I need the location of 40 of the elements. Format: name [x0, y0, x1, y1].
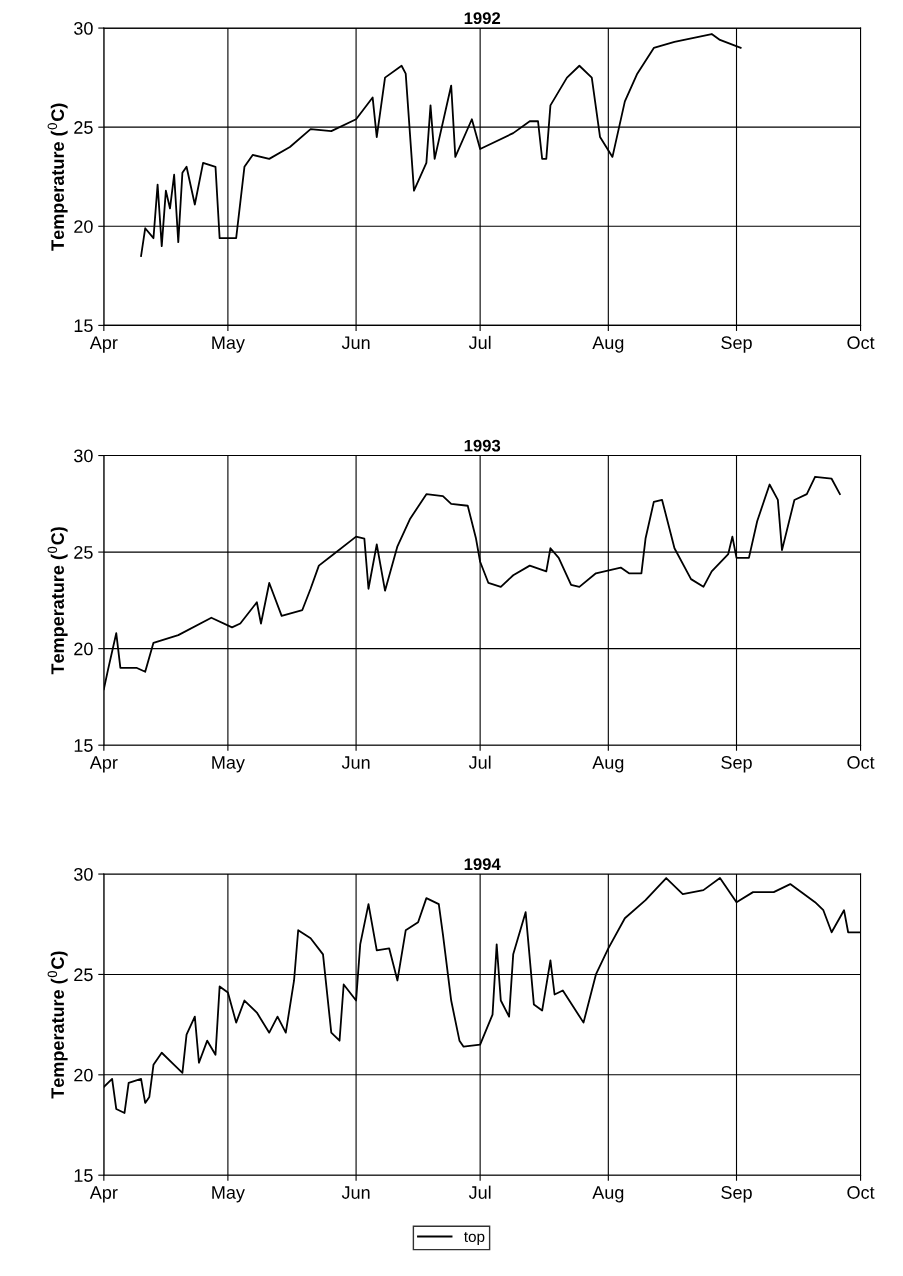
x-tick-label: Sep — [721, 336, 752, 353]
x-tick-label: Jun — [341, 1186, 370, 1199]
chart-title: 1992 — [464, 12, 501, 25]
y-tick-label: 20 — [74, 220, 93, 233]
x-tick-label: Jul — [468, 335, 491, 350]
y-tick-label: 15 — [74, 319, 93, 333]
y-tick-label: 15 — [74, 739, 93, 752]
x-tick-label: Oct — [847, 1186, 875, 1199]
x-tick-label: Apr — [89, 336, 118, 353]
x-tick-label: Apr — [89, 756, 118, 773]
x-tick-label: Aug — [592, 336, 624, 353]
x-tick-label: May — [212, 336, 245, 353]
y-tick-label: 25 — [74, 968, 93, 982]
y-axis-title: Temperature ($^{0}$C) — [47, 527, 68, 675]
x-tick-label: May — [212, 1186, 245, 1203]
chart-title: 1993 — [464, 439, 501, 452]
x-tick-label: Jun — [341, 336, 370, 350]
y-tick-label: 30 — [74, 449, 93, 463]
chart-title: 1994 — [464, 858, 501, 871]
y-tick-label: 15 — [74, 1169, 93, 1182]
x-tick-label: Jul — [468, 1185, 491, 1199]
x-tick-label: Jun — [341, 756, 370, 769]
x-tick-label: Oct — [847, 336, 875, 350]
x-tick-label: May — [212, 756, 245, 773]
y-tick-label: 20 — [74, 642, 93, 656]
y-axis-title: Temperature ($^{0}$C) — [47, 103, 68, 251]
x-tick-label: Apr — [89, 1186, 118, 1203]
y-axis-title: Temperature ($^{0}$C) — [47, 951, 68, 1099]
x-tick-label: Sep — [721, 756, 752, 773]
legend-label: top — [464, 1232, 485, 1246]
x-tick-label: Sep — [721, 1186, 752, 1203]
y-tick-label: 20 — [74, 1068, 93, 1082]
y-tick-label: 30 — [74, 867, 93, 881]
x-tick-label: Aug — [592, 1186, 624, 1203]
x-tick-label: Jul — [468, 755, 491, 769]
y-tick-label: 25 — [74, 546, 93, 559]
y-tick-label: 30 — [74, 22, 93, 35]
x-tick-label: Oct — [847, 756, 875, 769]
y-tick-label: 25 — [74, 121, 93, 134]
x-tick-label: Aug — [592, 756, 624, 773]
